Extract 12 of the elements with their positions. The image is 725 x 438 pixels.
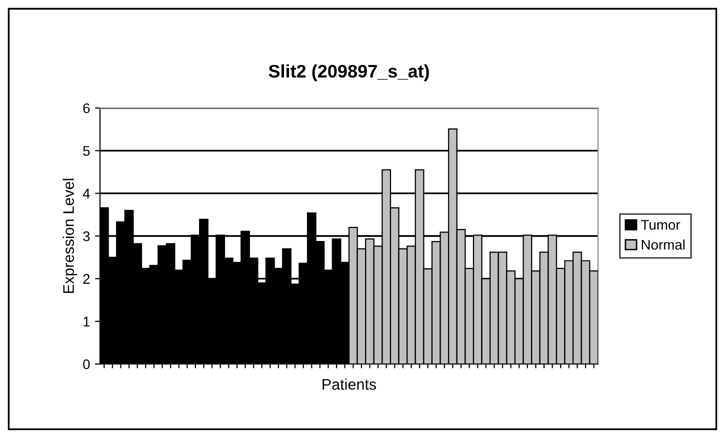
x-axis-title: Patients <box>322 378 376 390</box>
y-tick-label: 6 <box>83 103 90 114</box>
y-tick-label: 0 <box>83 359 90 370</box>
y-tick-label: 5 <box>83 146 90 156</box>
y-axis-title: Expression Level <box>62 178 77 293</box>
legend-label: Tumor <box>641 220 680 230</box>
y-tick-label: 1 <box>84 316 90 326</box>
y-tick-label: 3 <box>83 231 90 242</box>
legend-label: Normal <box>642 239 685 250</box>
y-tick-label: 4 <box>82 188 90 198</box>
chart-title: Slit2 (209897_s_at) <box>268 64 429 82</box>
y-tick-label: 2 <box>83 274 90 284</box>
